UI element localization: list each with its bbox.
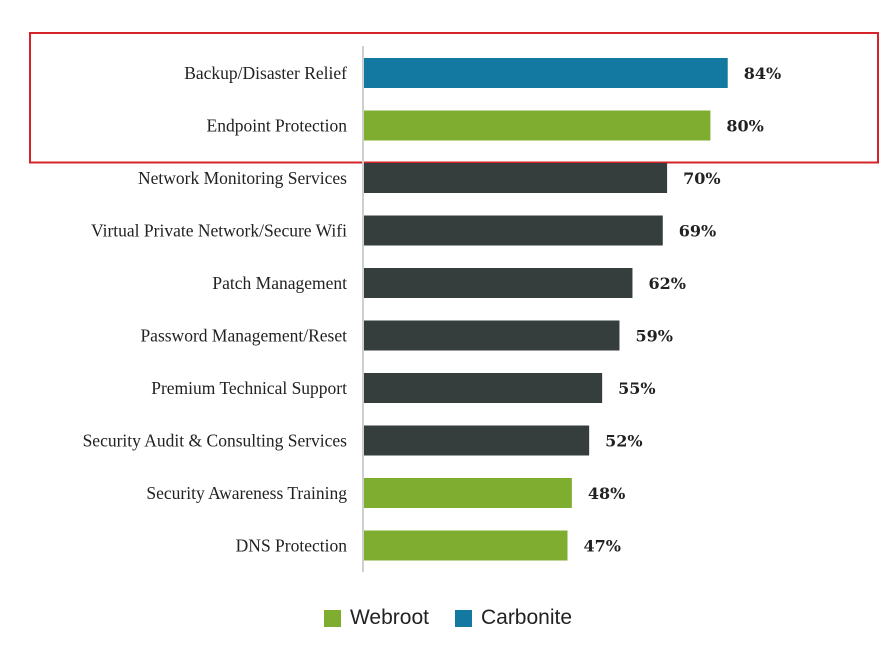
category-label-security-awareness-training: Security Awareness Training (146, 483, 347, 503)
category-label-backup-disaster-relief: Backup/Disaster Relief (184, 63, 347, 83)
value-label-patch-management: 62% (648, 274, 685, 293)
category-label-network-monitoring-services: Network Monitoring Services (138, 168, 347, 188)
legend-item-carbonite: Carbonite (454, 606, 573, 630)
legend-swatch-carbonite (454, 609, 472, 627)
bar-chart: Backup/Disaster Relief 84% Endpoint Protec… (29, 32, 879, 572)
category-label-password-management-reset: Password Management/Reset (140, 326, 347, 346)
value-label-premium-technical-support: 55% (618, 379, 655, 398)
value-label-network-monitoring-services: 70% (683, 169, 720, 188)
bar-security-awareness-training (364, 478, 572, 508)
bar-backup-disaster-relief (364, 58, 728, 88)
category-label-patch-management: Patch Management (212, 273, 347, 293)
category-label-premium-technical-support: Premium Technical Support (151, 378, 347, 398)
legend-label-webroot: Webroot (349, 606, 429, 629)
bar-security-audit-consulting-services (364, 425, 590, 456)
bar-password-management-reset (364, 320, 620, 351)
bar-patch-management (364, 268, 633, 298)
bar-premium-technical-support (364, 373, 603, 403)
value-label-virtual-private-network-secure-wifi: 69% (679, 222, 716, 241)
category-label-dns-protection: DNS Protection (236, 536, 348, 556)
value-label-password-management-reset: 59% (635, 327, 672, 346)
legend: Webroot Carbonite (0, 606, 896, 630)
category-label-security-audit-consulting-services: Security Audit & Consulting Services (83, 431, 348, 451)
legend-label-carbonite: Carbonite (480, 606, 573, 629)
value-label-security-awareness-training: 48% (588, 484, 625, 503)
legend-swatch-webroot (323, 609, 341, 627)
value-label-backup-disaster-relief: 84% (744, 64, 781, 83)
bar-virtual-private-network-secure-wifi (364, 215, 663, 246)
value-label-dns-protection: 47% (584, 537, 621, 556)
bar-dns-protection (364, 530, 568, 561)
bar-endpoint-protection (364, 110, 711, 141)
highlight-box (29, 32, 879, 164)
bar-network-monitoring-services (364, 163, 668, 193)
value-label-endpoint-protection: 80% (726, 117, 763, 136)
category-label-endpoint-protection: Endpoint Protection (207, 116, 348, 136)
value-label-security-audit-consulting-services: 52% (605, 432, 642, 451)
category-label-virtual-private-network-secure-wifi: Virtual Private Network/Secure Wifi (91, 221, 347, 241)
legend-item-webroot: Webroot (323, 606, 429, 630)
